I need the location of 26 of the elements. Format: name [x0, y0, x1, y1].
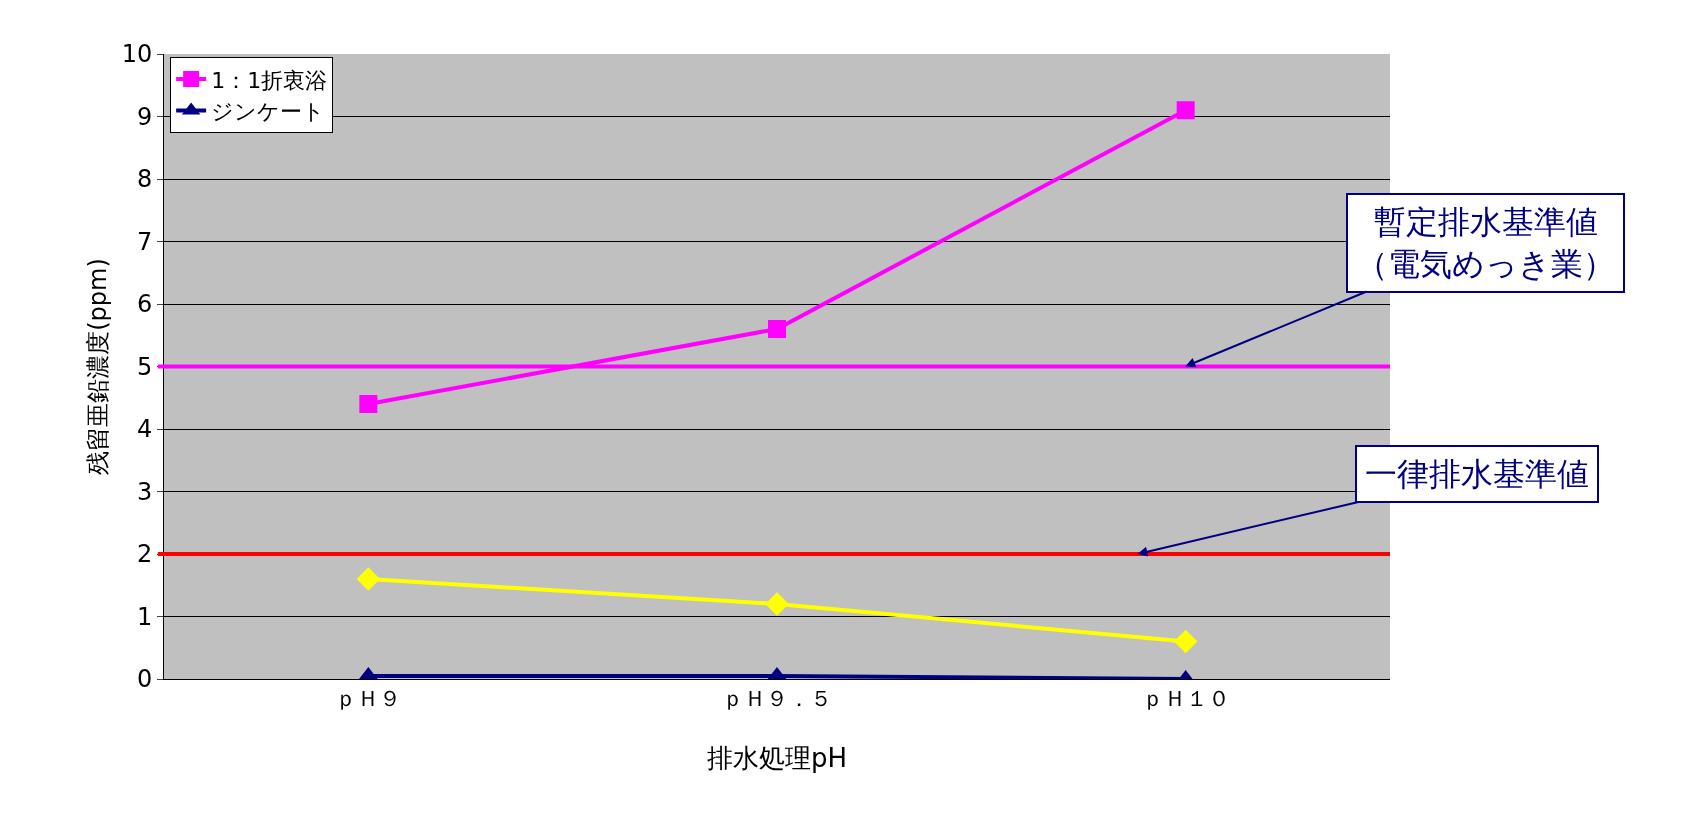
legend-label: 1：1折衷浴: [211, 67, 328, 93]
y-tick-label: 10: [121, 40, 153, 69]
point: [1173, 629, 1198, 654]
ref-line-label: 一律排水基準値: [1365, 455, 1589, 493]
y-tick-label: 8: [136, 165, 153, 194]
y-tick-label: 9: [136, 102, 153, 131]
x-tick-label: ｐＨ９: [335, 686, 402, 712]
ref-line-label: 暫定排水基準値（電気めっき業）: [1356, 203, 1615, 283]
legend-label: ジンケート: [211, 99, 326, 125]
point: [356, 567, 381, 591]
x-tick-label: ｐＨ９．５: [722, 686, 832, 712]
point: [359, 395, 378, 413]
y-tick-label: 6: [136, 290, 153, 319]
y-tick-label: 3: [136, 477, 153, 506]
y-tick-label: 0: [136, 665, 153, 694]
y-tick-label: 1: [136, 602, 153, 631]
x-axis-title: 排水処理pH: [706, 743, 848, 773]
y-tick-label: 4: [136, 415, 153, 444]
y-tick-label: 2: [136, 540, 153, 569]
point: [765, 592, 789, 616]
y-tick-label: 5: [136, 352, 153, 381]
point: [768, 320, 786, 338]
y-axis-title: 残留亜鉛濃度(ppm): [84, 258, 112, 475]
point: [1176, 101, 1195, 120]
x-tick-label: ｐＨ１０: [1141, 686, 1230, 712]
y-tick-label: 7: [136, 227, 153, 256]
